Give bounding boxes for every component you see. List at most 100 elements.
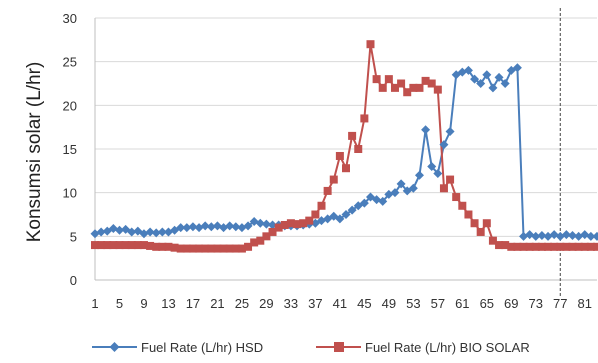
point-hsd (347, 205, 357, 215)
x-tick-label: 21 (210, 296, 224, 311)
point-bio-solar (323, 186, 332, 195)
point-bio-solar (237, 244, 246, 253)
point-bio-solar (397, 79, 406, 88)
point-bio-solar (115, 241, 124, 250)
y-tick-label: 25 (63, 55, 77, 70)
x-tick-label: 13 (161, 296, 175, 311)
point-bio-solar (152, 242, 161, 251)
x-tick-label: 1 (91, 296, 98, 311)
point-bio-solar (390, 83, 399, 92)
point-bio-solar (201, 244, 210, 253)
point-hsd (378, 196, 388, 206)
point-bio-solar (427, 79, 436, 88)
point-bio-solar (470, 219, 479, 228)
point-bio-solar (293, 220, 302, 229)
point-bio-solar (121, 241, 130, 250)
point-bio-solar (188, 244, 197, 253)
point-bio-solar (525, 242, 534, 251)
point-hsd (396, 179, 406, 189)
point-hsd (127, 227, 137, 237)
point-bio-solar (274, 223, 283, 232)
point-hsd (531, 231, 541, 241)
point-bio-solar (256, 236, 265, 245)
point-bio-solar (593, 242, 598, 251)
point-hsd (255, 218, 265, 228)
point-bio-solar (531, 242, 540, 251)
point-bio-solar (476, 227, 485, 236)
point-hsd (182, 223, 192, 233)
point-hsd (463, 65, 473, 75)
x-tick-label: 33 (284, 296, 298, 311)
legend-hsd-label: Fuel Rate (L/hr) HSD (141, 340, 263, 355)
x-tick-label: 37 (308, 296, 322, 311)
legend-hsd-marker (109, 342, 120, 352)
point-hsd (500, 79, 510, 88)
point-hsd (470, 74, 480, 84)
y-axis-title: Konsumsi solar (L/hr) (24, 62, 45, 243)
point-bio-solar (329, 175, 338, 184)
point-hsd (592, 231, 598, 241)
x-tick-label: 61 (455, 296, 469, 311)
point-bio-solar (139, 241, 148, 250)
point-bio-solar (354, 145, 363, 153)
point-bio-solar (556, 242, 565, 251)
point-hsd (414, 170, 424, 180)
point-bio-solar (335, 151, 344, 160)
point-bio-solar (562, 242, 571, 251)
x-tick-label: 81 (578, 296, 592, 311)
point-hsd (445, 127, 455, 137)
point-hsd (586, 231, 596, 241)
x-tick-label: 57 (431, 296, 445, 311)
point-bio-solar (433, 85, 442, 94)
point-hsd (482, 70, 492, 80)
point-bio-solar (268, 227, 277, 236)
point-bio-solar (164, 242, 173, 251)
point-hsd (537, 230, 547, 240)
point-hsd (488, 83, 498, 93)
point-bio-solar (464, 210, 473, 219)
point-bio-solar (182, 244, 191, 253)
point-bio-solar (580, 242, 589, 251)
point-bio-solar (158, 242, 167, 251)
x-tick-label: 9 (140, 296, 147, 311)
axes (94, 8, 597, 298)
point-hsd (494, 72, 504, 82)
point-bio-solar (488, 236, 497, 245)
point-bio-solar (568, 242, 577, 251)
point-hsd (433, 168, 443, 178)
x-tick-label: 53 (406, 296, 420, 311)
point-hsd (243, 221, 253, 231)
point-hsd (188, 222, 198, 232)
x-tick-label: 73 (529, 296, 543, 311)
legend-bio-solar-label: Fuel Rate (L/hr) BIO SOLAR (365, 340, 530, 355)
point-bio-solar (501, 241, 510, 250)
x-tick-label: 49 (382, 296, 396, 311)
point-hsd (231, 222, 241, 232)
point-bio-solar (170, 243, 179, 252)
point-bio-solar (97, 241, 106, 250)
point-hsd (408, 183, 418, 193)
y-tick-label: 10 (63, 186, 77, 201)
point-bio-solar (507, 242, 516, 251)
point-bio-solar (146, 241, 155, 250)
point-bio-solar (519, 242, 528, 251)
point-bio-solar (317, 201, 326, 210)
x-tick-label: 17 (186, 296, 200, 311)
x-tick-label: 41 (333, 296, 347, 311)
point-bio-solar (91, 241, 99, 250)
point-hsd (225, 221, 235, 231)
point-bio-solar (305, 216, 314, 225)
x-tick-label: 25 (235, 296, 249, 311)
point-bio-solar (109, 241, 118, 250)
point-hsd (261, 219, 271, 229)
legend: Fuel Rate (L/hr) HSD Fuel Rate (L/hr) BI… (92, 340, 530, 355)
point-bio-solar (452, 193, 461, 202)
point-bio-solar (360, 114, 369, 123)
point-hsd (512, 63, 522, 73)
point-bio-solar (311, 210, 320, 219)
point-bio-solar (280, 220, 289, 229)
point-hsd (390, 188, 400, 198)
point-bio-solar (176, 244, 185, 253)
y-tick-label: 5 (70, 229, 77, 244)
